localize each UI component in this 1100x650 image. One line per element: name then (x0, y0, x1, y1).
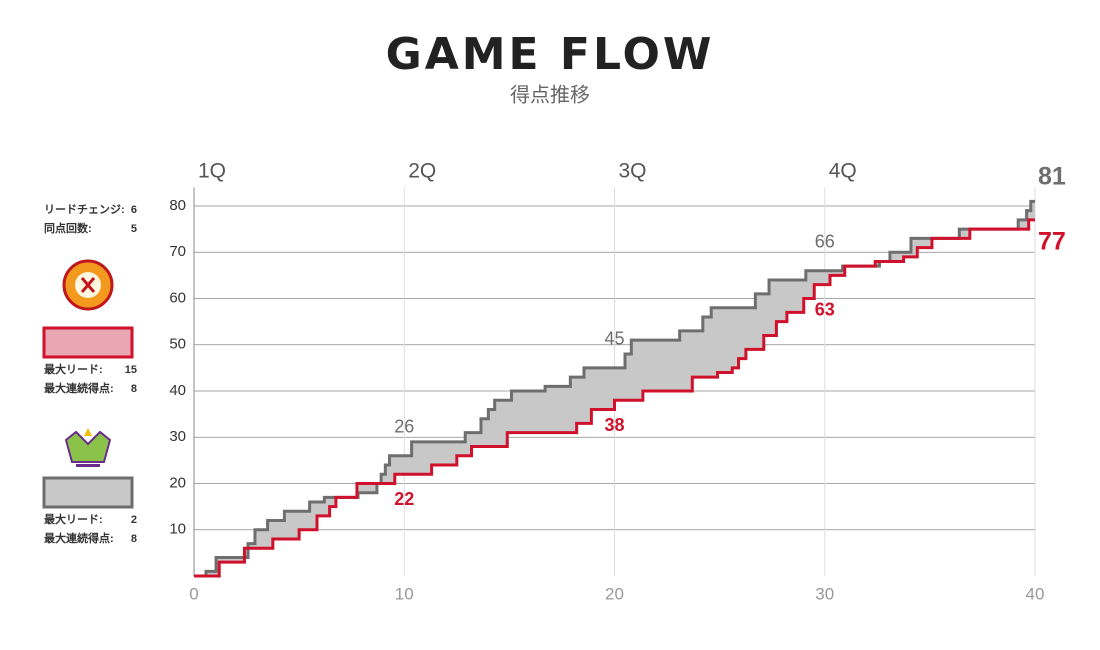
score-line (194, 218, 1035, 578)
lead-area (194, 201, 1035, 576)
chart-subtitle: 得点推移 (510, 83, 590, 106)
stat-label: 最大リード: (44, 362, 103, 376)
stat-value: 5 (131, 223, 137, 235)
legend-swatch (42, 326, 134, 359)
x-tick-label: 40 (1026, 584, 1045, 603)
stat-label: 最大連続得点: (44, 381, 114, 395)
stat-label: リードチェンジ: (44, 203, 125, 216)
y-tick-label: 30 (169, 428, 186, 445)
stat-label: 同点回数: (44, 221, 92, 235)
quarter-label: 4Q (829, 160, 857, 183)
x-tick-label: 0 (189, 584, 198, 603)
team-logo (62, 259, 114, 311)
quarter-score-label: 38 (604, 415, 624, 435)
y-tick-label: 50 (169, 336, 186, 353)
x-tick-label: 20 (605, 584, 624, 603)
quarter-score-label: 66 (815, 232, 835, 252)
final-score-label: 81 (1038, 163, 1066, 191)
quarter-score-label: 22 (394, 489, 414, 509)
quarter-label: 1Q (198, 160, 226, 183)
stat-value: 8 (131, 383, 137, 395)
y-tick-label: 60 (169, 289, 186, 306)
stat-value: 2 (131, 514, 137, 526)
quarter-score-label: 45 (604, 329, 624, 349)
stat-label: 最大リード: (44, 512, 103, 526)
y-tick-label: 40 (169, 382, 186, 399)
stat-value: 6 (131, 204, 137, 216)
quarter-score-label: 63 (815, 299, 835, 319)
chart-title: GAME FLOW (386, 29, 715, 80)
quarter-score-label: 26 (394, 417, 414, 437)
x-tick-label: 10 (395, 584, 414, 603)
legend-swatch (42, 476, 134, 509)
quarter-label: 3Q (618, 160, 646, 183)
y-tick-label: 80 (169, 197, 186, 214)
y-tick-label: 20 (169, 474, 186, 491)
final-score-label: 77 (1038, 228, 1066, 256)
quarter-label: 2Q (408, 160, 436, 183)
stat-label: 最大連続得点: (44, 531, 114, 545)
x-tick-label: 30 (815, 584, 834, 603)
stat-value: 15 (125, 364, 137, 376)
team-logo (64, 428, 112, 467)
stat-value: 8 (131, 533, 137, 545)
y-tick-label: 70 (169, 243, 186, 260)
y-tick-label: 10 (169, 521, 186, 538)
